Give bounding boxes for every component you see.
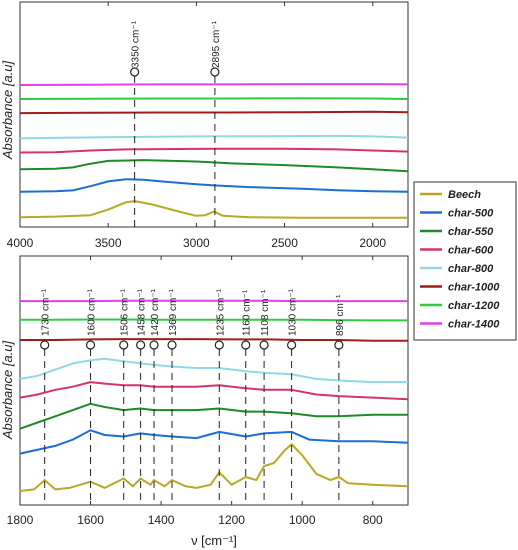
top-annotation-marker-2895 — [210, 67, 220, 77]
legend-box — [413, 181, 517, 341]
top-spectrum-panel: 4000 3500 3000 2500 2000 3350 cm⁻¹ 2895 cm⁻¹ Ab… — [0, 1, 409, 250]
top-plot-frame — [19, 1, 409, 228]
bottom-xtick-label: 1800 — [7, 513, 34, 527]
bottom-spectrum-panel: 1800 1600 1400 1200 1000 800 1730 cm⁻¹ 1600 cm⁻… — [0, 255, 409, 548]
bottom-xtick-label: 800 — [363, 513, 383, 527]
top-xtick-label: 2000 — [359, 236, 386, 250]
top-xtick-label: 4000 — [7, 236, 34, 250]
bottom-annotation-marker-1730 — [40, 340, 50, 350]
top-series-line-char-800 — [19, 134, 409, 140]
top-series-line-char-600 — [19, 147, 409, 154]
bottom-annotation-label-1420: 1420 cm⁻¹ — [150, 288, 161, 336]
bottom-annotation-label-1235: 1235 cm⁻¹ — [215, 288, 226, 336]
bottom-annotation-label-1506: 1506 cm⁻¹ — [120, 288, 131, 336]
legend-label-char-500: char-500 — [448, 208, 494, 220]
bottom-annotation-label-1730: 1730 cm⁻¹ — [41, 288, 52, 336]
bottom-annotation-marker-1369 — [167, 340, 177, 350]
bottom-annotation-label-1458: 1458 cm⁻¹ — [137, 288, 148, 336]
bottom-xtick-label: 1600 — [77, 513, 104, 527]
top-xtick-label: 3500 — [95, 236, 122, 250]
bottom-annotation-marker-1235 — [214, 340, 224, 350]
bottom-series-line-beech — [19, 443, 409, 492]
bottom-annotation-label-1369: 1369 cm⁻¹ — [168, 288, 179, 336]
top-series-line-char-500 — [19, 178, 409, 193]
bottom-xtick-label: 1000 — [289, 513, 316, 527]
top-y-axis-label: Absorbance [a.u] — [0, 60, 15, 160]
bottom-series-line-char-1000 — [20, 338, 408, 342]
bottom-series-line-char-1200 — [20, 318, 408, 322]
bottom-annotation-marker-896 — [334, 340, 344, 350]
bottom-annotation-marker-1600 — [85, 340, 96, 350]
legend-label-char-1200: char-1200 — [448, 300, 500, 312]
bottom-series-line-char-500 — [19, 429, 409, 455]
top-xtick-label: 3000 — [183, 236, 210, 250]
bottom-series-line-char-550 — [19, 402, 408, 430]
bottom-annotation-marker-1108 — [259, 340, 269, 350]
bottom-xtick-label: 1400 — [148, 513, 175, 527]
top-annotation-label-3350: 3350 cm⁻¹ — [131, 20, 142, 68]
bottom-annotation-marker-1458 — [136, 340, 146, 350]
legend-label-char-800: char-800 — [448, 263, 494, 275]
legend-label-char-550: char-550 — [448, 226, 494, 238]
bottom-annotation-marker-1420 — [149, 340, 159, 350]
legend-label-beech: Beech — [448, 189, 481, 201]
bottom-annotation-label-1030: 1030 cm⁻¹ — [288, 288, 299, 336]
top-series-line-char-1200 — [19, 97, 409, 100]
top-annotation-label-2895: 2895 cm⁻¹ — [211, 20, 222, 68]
bottom-y-axis-label: Absorbance [a.u] — [0, 340, 15, 440]
bottom-annotation-label-1160: 1160 cm⁻¹ — [242, 289, 253, 336]
top-series-line-beech — [19, 200, 408, 219]
top-annotation-marker-3350 — [130, 67, 140, 77]
bottom-annotation-marker-1506 — [119, 340, 129, 350]
bottom-annotation-label-1600: 1600 cm⁻¹ — [87, 288, 98, 336]
top-series-line-char-550 — [19, 159, 409, 173]
top-xtick-label: 2500 — [271, 236, 298, 250]
top-series-line-char-1000 — [19, 110, 409, 115]
legend-label-char-600: char-600 — [448, 245, 494, 257]
bottom-series-line-char-800 — [19, 357, 408, 384]
legend-label-char-1000: char-1000 — [448, 282, 500, 294]
bottom-xtick-label: 1200 — [218, 513, 245, 527]
bottom-annotation-label-896: 896 cm⁻¹ — [335, 294, 346, 336]
bottom-annotation-marker-1160 — [241, 340, 251, 350]
legend: Beech char-500 char-550 char-600 char-800 cha… — [413, 181, 517, 341]
bottom-annotation-marker-1030 — [287, 340, 297, 350]
bottom-plot-frame — [19, 255, 409, 506]
bottom-series-line-char-600 — [19, 381, 409, 401]
bottom-annotation-label-1108: 1108 cm⁻¹ — [260, 289, 271, 336]
legend-label-char-1400: char-1400 — [448, 319, 500, 331]
bottom-x-axis-label: ν [cm⁻¹] — [191, 533, 237, 548]
top-series-line-char-1400 — [19, 83, 409, 86]
